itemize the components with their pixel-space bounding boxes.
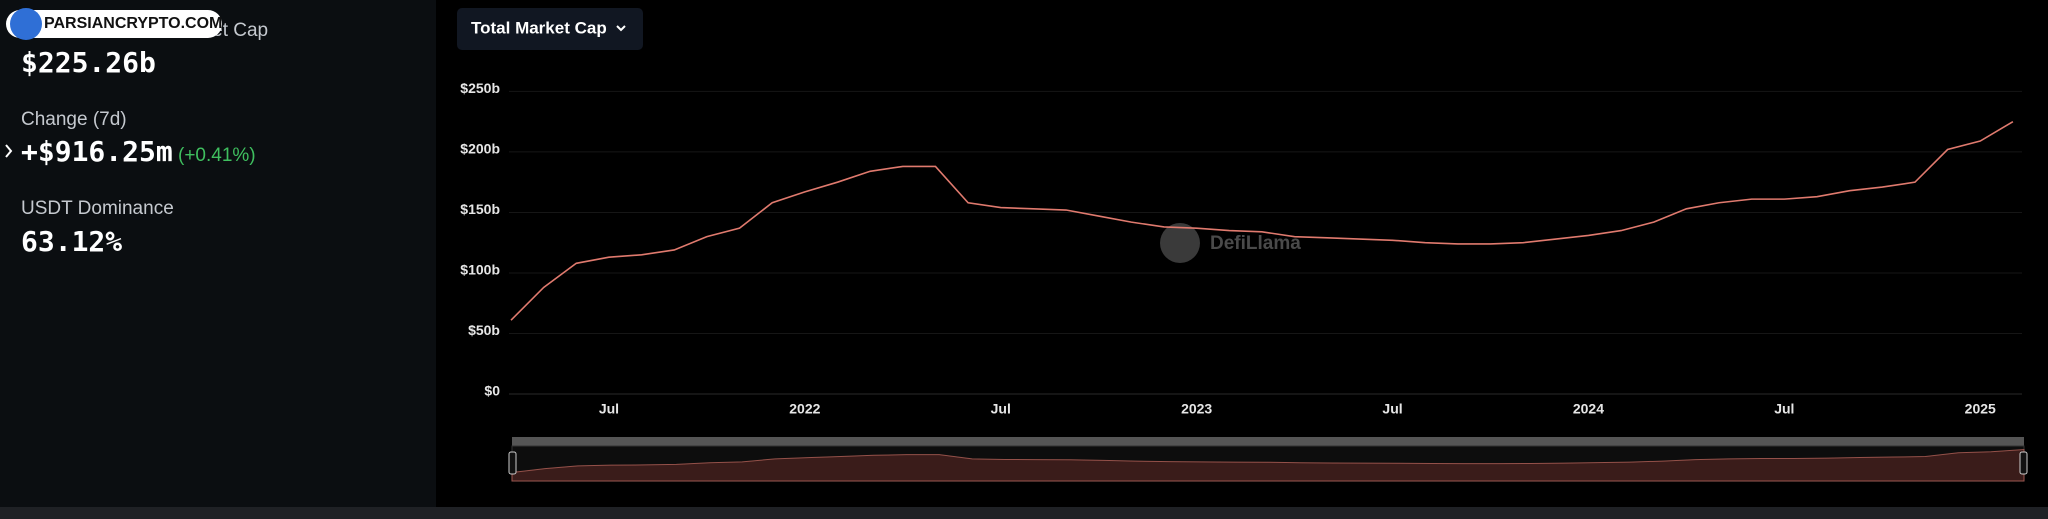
x-tick-label: 2022 <box>789 401 820 417</box>
dropdown-label: Total Market Cap <box>471 18 607 37</box>
brush-handle-right[interactable] <box>2019 451 2028 475</box>
series-line <box>510 120 2014 321</box>
watermark-icon <box>10 8 42 40</box>
change-percent: (+0.41%) <box>178 145 256 166</box>
dominance-value: 63.12% <box>21 225 122 258</box>
market-cap-value: $225.26b <box>21 46 156 79</box>
logo-icon <box>1160 223 1200 263</box>
x-tick-label: 2024 <box>1573 401 1604 417</box>
brush-area <box>511 448 2025 482</box>
dropdown[interactable] <box>457 8 643 50</box>
logo-text: DefiLlama <box>1210 233 1301 254</box>
dropdown-chevron <box>616 25 626 32</box>
change-value: +$916.25m <box>21 135 173 168</box>
y-tick-label: $100b <box>460 262 500 278</box>
x-tick-label: 2023 <box>1181 401 1212 417</box>
watermark-bg <box>6 10 222 38</box>
y-tick-label: $0 <box>484 383 500 399</box>
plot: $0 $50b $100b $150b $200b $250b Jul 2022 Jul 2023… <box>460 80 2022 417</box>
y-tick-label: $50b <box>468 322 500 338</box>
x-tick-label: Jul <box>1382 401 1402 417</box>
x-tick-label: Jul <box>1774 401 1794 417</box>
footer-strip <box>0 507 2048 519</box>
sidebar <box>0 0 436 507</box>
x-tick-label: 2025 <box>1965 401 1996 417</box>
x-tick-label: Jul <box>991 401 1011 417</box>
y-tick-label: $150b <box>460 201 500 217</box>
y-tick-label: $250b <box>460 80 500 96</box>
watermark: PARSIANCRYPTO.COM <box>44 15 222 32</box>
expand-arrow[interactable] <box>5 144 13 158</box>
brush-handle-bar[interactable] <box>512 437 2024 446</box>
dominance-label: USDT Dominance <box>21 198 174 219</box>
y-tick-label: $200b <box>460 141 500 157</box>
change-label: Change (7d) <box>21 109 127 130</box>
x-tick-label: Jul <box>599 401 619 417</box>
brush-series <box>511 448 2025 482</box>
brush-handle-left[interactable] <box>508 451 517 475</box>
